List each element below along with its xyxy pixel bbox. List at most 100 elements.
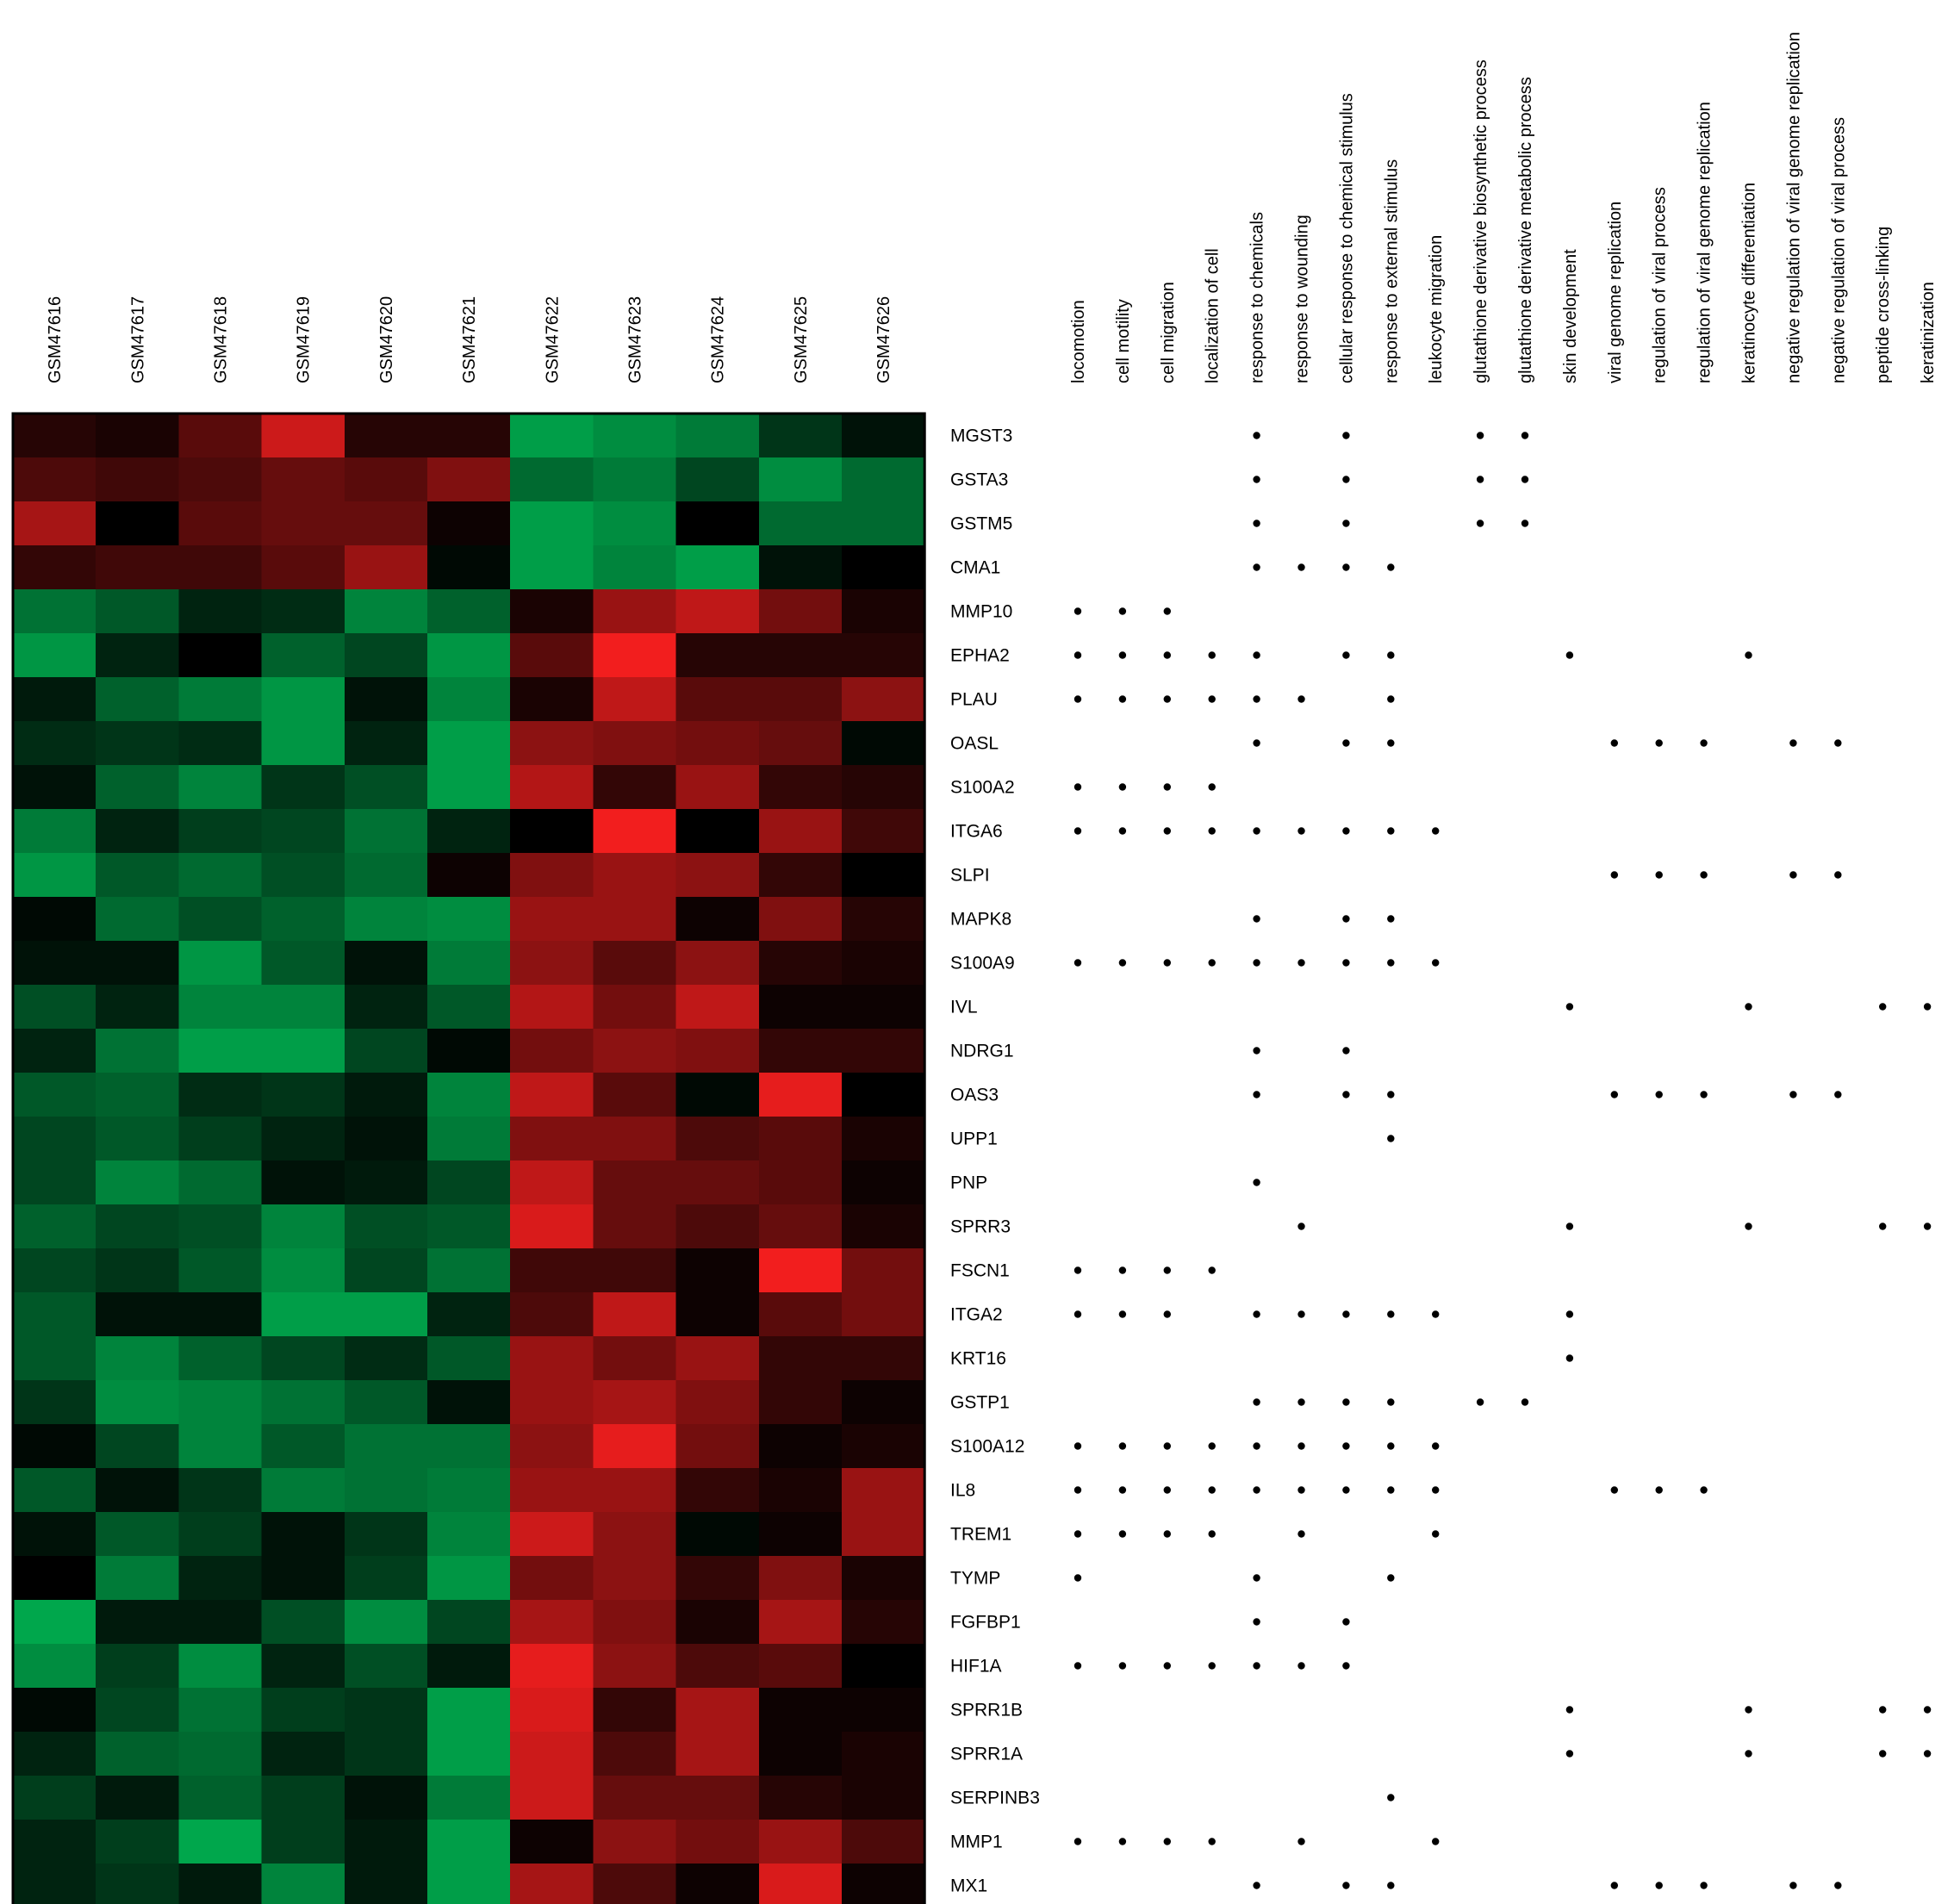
gene-label: S100A2 — [950, 778, 1015, 798]
annotation-dot — [1387, 1442, 1395, 1450]
heatmap-cell — [510, 765, 594, 810]
annotation-dot — [1253, 695, 1260, 703]
gene-label: S100A12 — [950, 1437, 1024, 1457]
gene-label: MX1 — [950, 1876, 987, 1896]
annotation-dot — [1253, 1398, 1260, 1406]
heatmap-cell — [510, 897, 594, 942]
heatmap-cell — [427, 1292, 511, 1337]
heatmap-cell — [593, 457, 677, 502]
heatmap-cell — [13, 1380, 96, 1425]
heatmap-cell — [427, 414, 511, 458]
heatmap-cell — [344, 853, 428, 898]
heatmap-cell — [758, 941, 843, 986]
heatmap-cell — [758, 1336, 843, 1381]
heatmap-cell — [427, 1688, 511, 1733]
heatmap-cell — [675, 589, 760, 634]
heatmap-cell — [510, 985, 594, 1030]
heatmap-cell — [758, 1512, 843, 1557]
go-term-label: response to wounding — [1293, 215, 1312, 383]
heatmap-cell — [675, 985, 760, 1030]
heatmap-cell — [510, 1424, 594, 1469]
go-term-label: viral genome replication — [1606, 202, 1625, 383]
heatmap-cell — [427, 1073, 511, 1117]
heatmap-cell — [178, 1117, 263, 1161]
heatmap-cell — [842, 414, 925, 458]
heatmap-cell — [427, 897, 511, 942]
heatmap-cell — [427, 589, 511, 634]
heatmap-cell — [593, 545, 677, 590]
heatmap-cell — [13, 809, 96, 854]
annotation-dot — [1476, 432, 1484, 439]
annotation-dot — [1297, 1838, 1305, 1845]
annotation-dot — [1118, 959, 1127, 967]
heatmap-cell — [842, 1336, 925, 1381]
annotation-dot — [1073, 959, 1082, 967]
heatmap-cell — [96, 589, 179, 634]
heatmap-cell — [344, 1029, 428, 1073]
heatmap-cell — [13, 545, 96, 590]
gene-label: OASL — [950, 734, 999, 754]
go-term-label: keratinocyte differentiation — [1740, 183, 1759, 383]
annotation-dot — [1163, 1266, 1172, 1274]
sample-label: GSM47620 — [377, 296, 396, 383]
heatmap-cell — [13, 853, 96, 898]
gene-label: CMA1 — [950, 558, 1000, 578]
heatmap-cell — [344, 589, 428, 634]
heatmap-cell — [427, 1424, 511, 1469]
annotation-dot — [1073, 1310, 1082, 1318]
annotation-dot — [1208, 827, 1216, 835]
heatmap-cell — [758, 1600, 843, 1645]
heatmap-cell — [675, 1688, 760, 1733]
annotation-dot — [1253, 1618, 1260, 1626]
heatmap-cell — [261, 985, 345, 1030]
heatmap-cell — [96, 545, 179, 590]
heatmap-cell — [261, 1117, 345, 1161]
heatmap-cell — [510, 1380, 594, 1425]
annotation-dot — [1923, 1750, 1932, 1758]
heatmap-cell — [261, 721, 345, 766]
heatmap-cell — [593, 1644, 677, 1689]
annotation-dot — [1923, 1223, 1932, 1230]
annotation-dot — [1521, 520, 1529, 527]
gene-label: MMP1 — [950, 1832, 1003, 1852]
annotation-dot — [1342, 476, 1350, 483]
annotation-dot — [1342, 959, 1350, 967]
heatmap-cell — [344, 677, 428, 722]
heatmap-cell — [593, 1468, 677, 1513]
heatmap-cell — [593, 589, 677, 634]
heatmap-cell — [510, 1029, 594, 1073]
heatmap-cell — [510, 1688, 594, 1733]
heatmap-cell — [178, 1600, 263, 1645]
annotation-dot — [1208, 651, 1216, 659]
heatmap-cell — [675, 1556, 760, 1601]
heatmap-cell — [344, 633, 428, 678]
annotation-dot — [1387, 1310, 1395, 1318]
annotation-dot — [1745, 1003, 1752, 1011]
heatmap-cell — [593, 853, 677, 898]
heatmap-cell — [261, 1864, 345, 1904]
go-term-label: locomotion — [1069, 300, 1088, 383]
heatmap-cell — [178, 677, 263, 722]
heatmap-cell — [758, 1468, 843, 1513]
heatmap-cell — [510, 545, 594, 590]
heatmap-cell — [675, 457, 760, 502]
heatmap-cell — [178, 1468, 263, 1513]
go-term-label: regulation of viral genome replication — [1696, 102, 1714, 383]
annotation-dot — [1476, 520, 1484, 527]
heatmap-cell — [510, 1732, 594, 1776]
annotation-dot — [1655, 1486, 1663, 1494]
heatmap-cell — [675, 1732, 760, 1776]
go-term-label: glutathione derivative metabolic process — [1516, 77, 1535, 383]
heatmap-cell — [675, 809, 760, 854]
heatmap-cell — [510, 1336, 594, 1381]
heatmap-cell — [96, 1292, 179, 1337]
annotation-dot — [1476, 1398, 1484, 1406]
heatmap-cell — [96, 985, 179, 1030]
gene-label: PLAU — [950, 690, 998, 710]
heatmap-cell — [842, 501, 925, 546]
heatmap-cell — [96, 457, 179, 502]
annotation-dot — [1073, 607, 1082, 615]
heatmap-cell — [758, 1248, 843, 1293]
heatmap-cell — [178, 414, 263, 458]
